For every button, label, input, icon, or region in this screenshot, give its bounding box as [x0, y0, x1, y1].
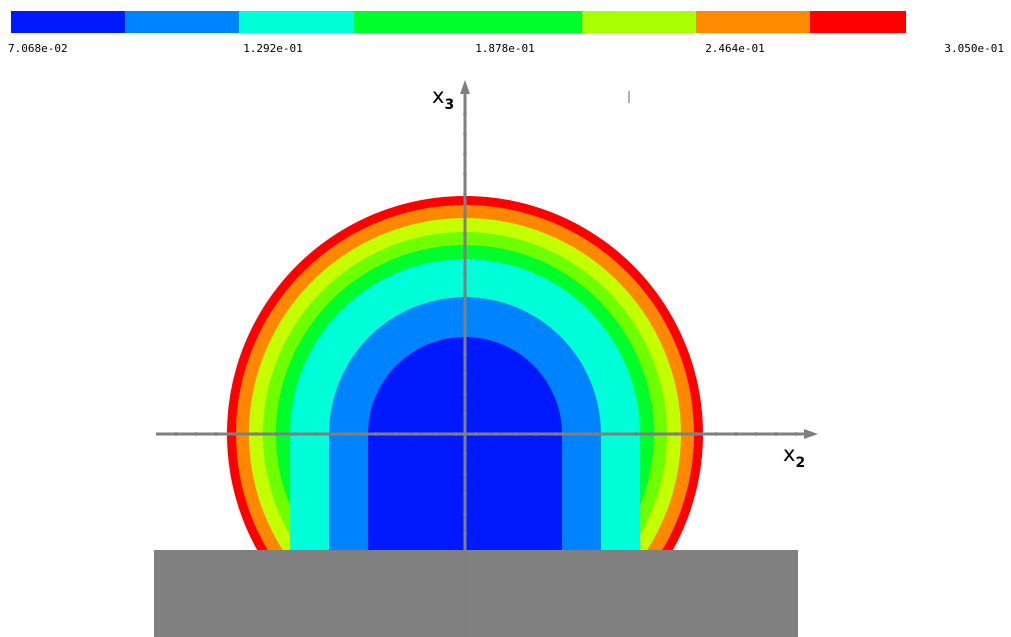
colorbar-tick-label-3: 2.464e-01 [705, 42, 765, 55]
x2-axis-subscript: 2 [795, 455, 805, 471]
colorbar-band-6 [810, 11, 906, 33]
colorbar-band-4 [582, 11, 696, 33]
x3-axis-letter: x [432, 84, 444, 108]
colorbar-band-0 [11, 11, 125, 33]
colorbar-tick-labels: 7.068e-02 1.292e-01 1.878e-01 2.464e-01 … [8, 42, 1004, 55]
x3-axis-ticks [463, 113, 467, 615]
x3-axis-arrowhead [460, 80, 470, 94]
x3-axis-label: x3 [432, 84, 454, 113]
stray-mark [628, 91, 630, 103]
colorbar-band-5 [696, 11, 810, 33]
x3-axis-subscript: 3 [444, 97, 454, 113]
colorbar-tick-label-0: 7.068e-02 [8, 42, 68, 55]
x2-axis-letter: x [783, 442, 795, 466]
colorbar-tick-label-1: 1.292e-01 [243, 42, 303, 55]
colorbar-band-3 [354, 11, 582, 33]
substrate [154, 550, 798, 637]
colorbar-tick-label-4: 3.050e-01 [944, 42, 1004, 55]
axes [156, 80, 818, 637]
colorbar-tick-label-2: 1.878e-01 [475, 42, 535, 55]
x2-axis-ticks [175, 432, 797, 436]
colorbar-band-2 [239, 11, 354, 33]
x2-axis-arrowhead [804, 429, 818, 439]
x2-axis-label: x2 [783, 442, 805, 471]
colorbar-band-1 [125, 11, 239, 33]
colorbar [11, 11, 906, 33]
